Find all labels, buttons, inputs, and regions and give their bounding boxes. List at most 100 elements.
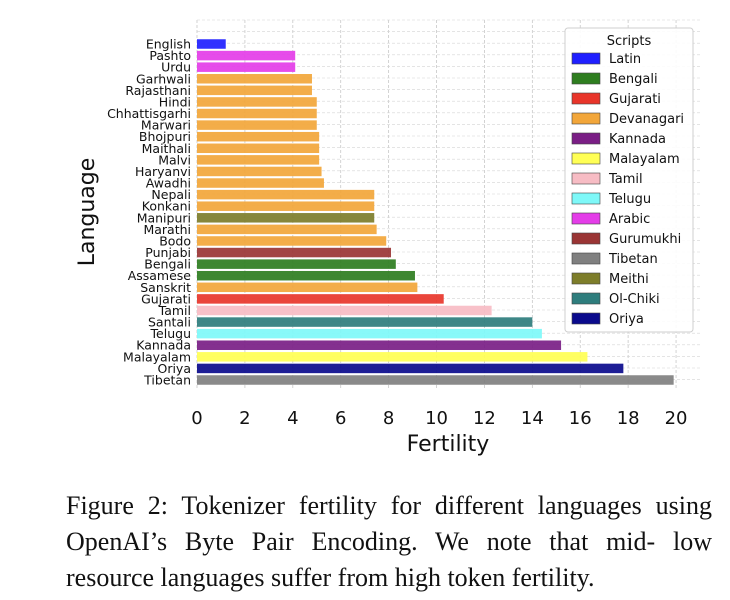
- y-tick-label: Marathi: [143, 222, 191, 237]
- legend-label: Kannada: [609, 132, 666, 147]
- legend-label: Malayalam: [609, 152, 680, 167]
- caption-line-2: using OpenAI’s Byte Pair Encoding. We no…: [66, 491, 713, 556]
- bar: [197, 62, 296, 72]
- bar: [197, 270, 415, 281]
- y-tick-label: English: [146, 37, 191, 52]
- y-tick-label: Oriya: [157, 361, 191, 376]
- figure-caption: Figure 2: Tokenizer fertility for differ…: [66, 488, 712, 596]
- bar: [197, 178, 324, 188]
- bar: [197, 74, 312, 84]
- bar: [197, 213, 375, 223]
- x-tick-label: 0: [191, 408, 202, 429]
- x-tick-label: 18: [617, 408, 640, 429]
- legend-label: Meithi: [609, 272, 649, 287]
- y-tick-label: Tibetan: [143, 373, 191, 388]
- legend-swatch: [571, 132, 601, 145]
- x-tick-label: 4: [287, 408, 298, 429]
- y-tick-label: Hindi: [159, 94, 191, 109]
- y-tick-label: Malvi: [158, 152, 191, 167]
- bar: [197, 282, 418, 293]
- y-tick-label: Kannada: [136, 338, 191, 353]
- y-tick-label: Punjabi: [145, 245, 191, 260]
- legend-swatch: [571, 252, 601, 265]
- bar: [197, 352, 588, 362]
- y-tick-label: Nepali: [151, 187, 191, 202]
- legend-label: Telugu: [608, 192, 651, 207]
- legend-swatch: [571, 172, 601, 185]
- x-tick-label: 8: [383, 408, 394, 429]
- y-tick-label: Awadhi: [146, 176, 191, 191]
- x-tick-label: 6: [335, 408, 346, 429]
- y-tick-label: Telugu: [150, 326, 191, 341]
- bar: [197, 236, 387, 246]
- legend-swatch: [571, 52, 601, 65]
- legend: Scripts Latin Bengali Gujarati Devanagari Ka…: [564, 27, 694, 333]
- y-tick-label: Assamese: [128, 268, 192, 283]
- y-tick-label: Chhattisgarhi: [107, 106, 191, 121]
- legend-swatch: [571, 232, 601, 245]
- bar: [197, 224, 377, 235]
- bar: [197, 305, 492, 316]
- x-axis-label: Fertility: [407, 432, 490, 457]
- bar: [197, 247, 392, 258]
- legend-swatch: [571, 92, 601, 105]
- x-tick-label: 20: [665, 408, 688, 429]
- legend-title: Scripts: [607, 34, 652, 49]
- legend-label: Tibetan: [608, 252, 658, 267]
- y-tick-label: Konkani: [142, 199, 191, 214]
- legend-swatch: [571, 212, 601, 225]
- y-tick-labels: EnglishPashtoUrduGarhwaliRajasthaniHindi…: [107, 37, 191, 388]
- x-tick-label: 12: [473, 408, 496, 429]
- legend-label: Latin: [609, 52, 641, 67]
- bar: [197, 259, 396, 269]
- bar: [197, 97, 317, 107]
- bar: [197, 189, 375, 200]
- y-tick-label: Malayalam: [123, 349, 191, 364]
- y-tick-label: Manipuri: [137, 210, 191, 225]
- y-tick-label: Maithali: [142, 141, 191, 156]
- x-tick-label: 10: [425, 408, 448, 429]
- legend-swatch: [571, 72, 601, 85]
- legend-swatch: [571, 272, 601, 285]
- legend-swatch: [571, 112, 601, 125]
- x-tick-labels: 0 2 4 6 8 10 12 14 16 18 20: [191, 408, 687, 429]
- bar: [197, 143, 320, 154]
- y-tick-label: Pashto: [149, 48, 191, 63]
- y-tick-label: Bodo: [159, 233, 191, 248]
- y-tick-label: Bengali: [144, 257, 191, 272]
- y-tick-label: Santali: [148, 315, 191, 330]
- bar: [197, 294, 444, 304]
- bar: [197, 201, 375, 211]
- y-tick-label: Sanskrit: [140, 280, 191, 295]
- legend-swatch: [571, 292, 601, 305]
- legend-label: Bengali: [609, 72, 658, 87]
- y-tick-label: Garhwali: [136, 71, 191, 86]
- caption-line-1: Figure 2: Tokenizer fertility for differ…: [66, 491, 642, 520]
- bar: [197, 166, 322, 177]
- caption-line-3: low resource languages suffer from high …: [66, 527, 712, 592]
- bar: [197, 363, 624, 374]
- bar: [197, 131, 320, 142]
- bar: [197, 340, 562, 350]
- y-tick-label: Tamil: [158, 303, 191, 318]
- legend-swatch: [571, 152, 601, 165]
- legend-label: Arabic: [609, 212, 650, 227]
- y-axis-label: Language: [75, 158, 100, 267]
- legend-swatch: [571, 312, 601, 325]
- legend-label: Tamil: [608, 172, 643, 187]
- x-tick-label: 16: [569, 408, 592, 429]
- x-tick-label: 14: [521, 408, 544, 429]
- bar: [197, 375, 674, 385]
- bar: [197, 155, 320, 165]
- y-tick-label: Bhojpuri: [139, 129, 191, 144]
- legend-label: Gujarati: [609, 92, 661, 107]
- bar: [197, 328, 542, 339]
- y-tick-label: Marwari: [141, 118, 191, 133]
- legend-label: Devanagari: [609, 112, 684, 127]
- bar: [197, 50, 296, 61]
- y-tick-label: Urdu: [161, 60, 191, 75]
- fertility-bar-chart: EnglishPashtoUrduGarhwaliRajasthaniHindi…: [75, 19, 700, 457]
- legend-label: Gurumukhi: [609, 232, 681, 247]
- legend-label: Ol-Chiki: [609, 292, 660, 307]
- bars: [197, 39, 674, 385]
